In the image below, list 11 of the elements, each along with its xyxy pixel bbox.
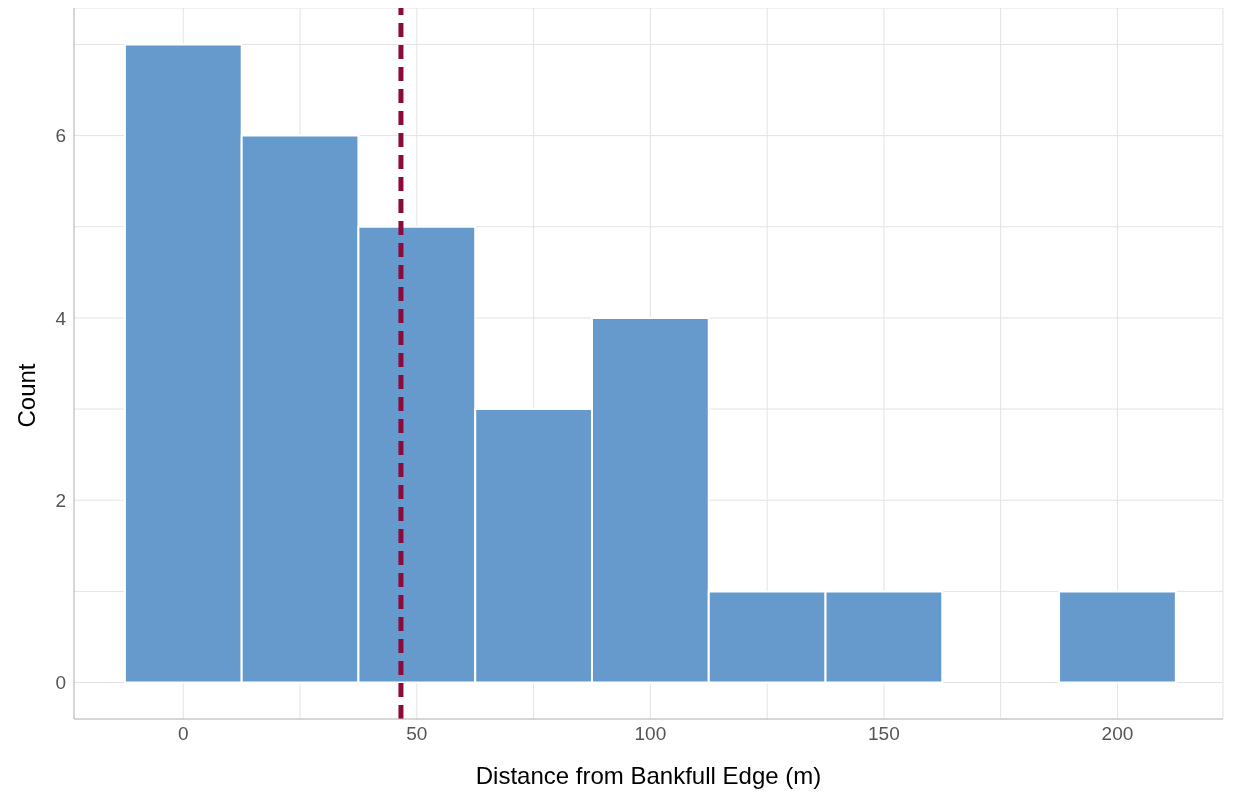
y-tick-label: 4 bbox=[55, 307, 67, 329]
y-tick-label: 2 bbox=[55, 489, 66, 511]
y-tick-label: 6 bbox=[55, 125, 66, 147]
x-tick-label: 50 bbox=[406, 723, 428, 745]
x-tick-label: 150 bbox=[868, 723, 900, 745]
x-tick-label: 200 bbox=[1101, 723, 1134, 745]
y-tick-label: 0 bbox=[55, 672, 66, 694]
x-tick-label: 0 bbox=[178, 723, 189, 745]
x-axis-title: Distance from Bankfull Edge (m) bbox=[475, 762, 822, 790]
x-tick-label: 100 bbox=[634, 723, 667, 745]
y-axis-title: Count bbox=[12, 363, 40, 428]
